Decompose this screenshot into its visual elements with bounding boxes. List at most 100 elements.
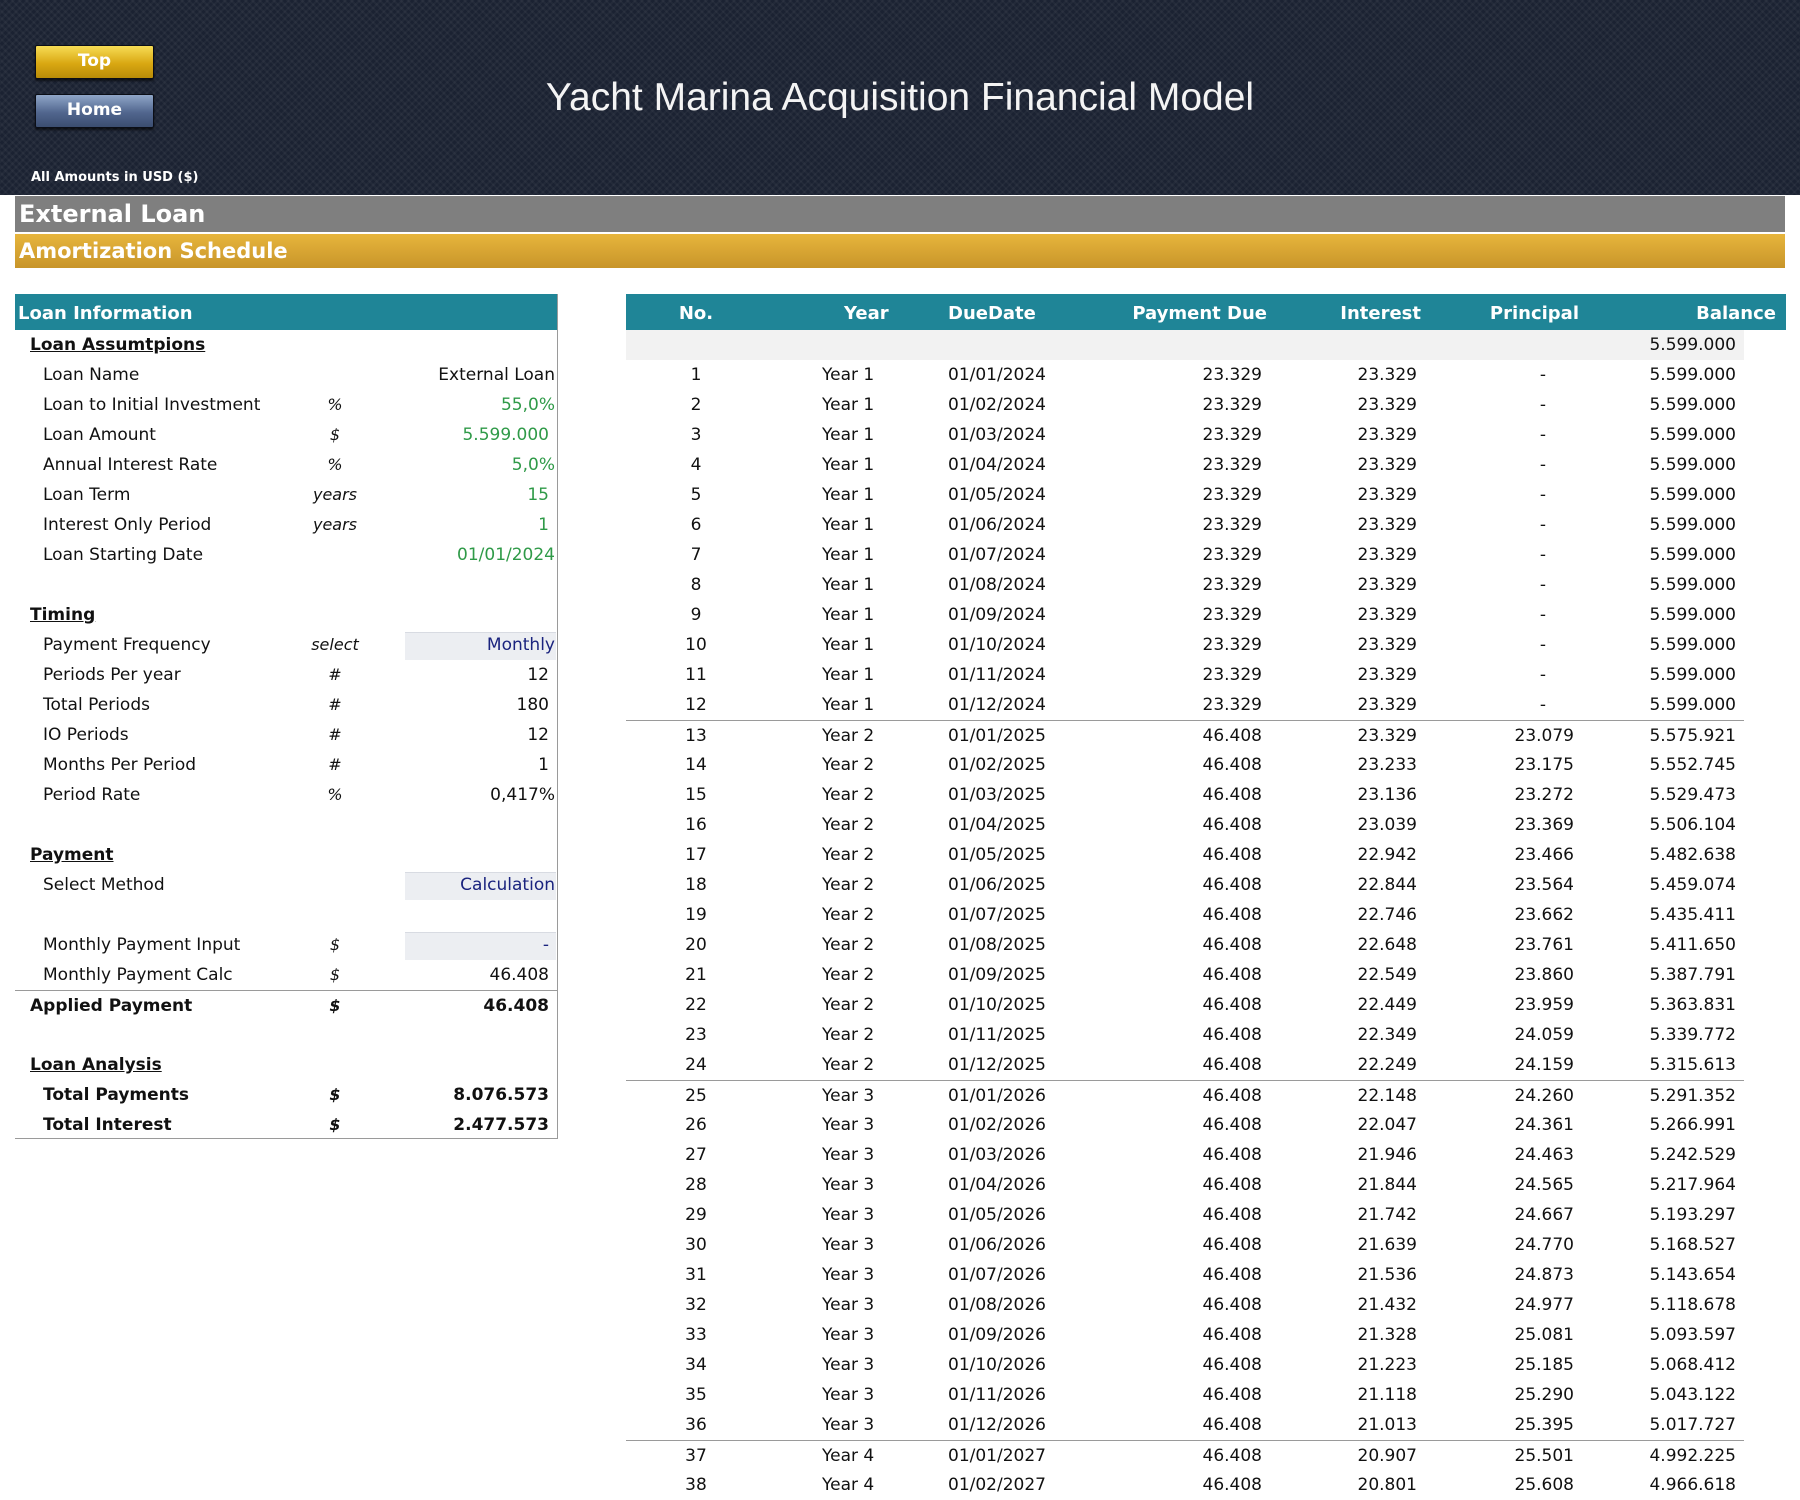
table-row: 38 Year 4 01/02/2027 46.408 20.801 25.608 4.96… [626,1470,1744,1500]
interest-rate-value[interactable]: 5,0% [511,455,555,475]
cell-payment-due: 46.408 [1202,755,1262,775]
cell-no: 13 [685,726,707,746]
cell-no: 33 [685,1325,707,1345]
cell-year: Year 3 [822,1355,875,1375]
cell-year: Year 1 [822,455,875,475]
cell-payment-due: 46.408 [1202,1055,1262,1075]
loan-name-value[interactable]: External Loan [438,365,555,385]
cell-year: Year 1 [822,395,875,415]
cell-payment-due: 46.408 [1202,1475,1262,1495]
cell-no: 31 [685,1265,707,1285]
cell-balance: 5.043.122 [1649,1385,1736,1405]
cell-payment-due: 46.408 [1202,995,1262,1015]
start-date-value[interactable]: 01/01/2024 [457,545,555,565]
cell-principal: - [1539,365,1546,385]
cell-interest: 22.249 [1357,1055,1417,1075]
cell-interest: 22.942 [1357,845,1417,865]
cell-year: Year 2 [822,965,875,985]
cell-year: Year 2 [822,726,875,746]
row-label: Loan Name [43,365,140,385]
cell-year: Year 2 [822,935,875,955]
cell-no: 26 [685,1115,707,1135]
payment-frequency-select-box[interactable] [405,632,556,660]
cell-due-date: 01/04/2025 [948,815,1046,835]
row-label: Periods Per year [43,665,181,685]
cell-principal: - [1539,515,1546,535]
cell-no: 16 [685,815,707,835]
loan-term-value[interactable]: 15 [527,485,549,505]
cell-no: 32 [685,1295,707,1315]
cell-year: Year 1 [822,545,875,565]
cell-interest: 23.329 [1357,665,1417,685]
monthly-payment-input-field[interactable]: - [542,935,549,955]
io-period-value[interactable]: 1 [538,515,549,535]
cell-no: 10 [685,635,707,655]
table-row: 21 Year 2 01/09/2025 46.408 22.549 23.860 5.38… [626,960,1744,990]
cell-payment-due: 23.329 [1202,455,1262,475]
cell-balance: 5.599.000 [1649,665,1736,685]
loan-information-panel: Loan Information Loan Assumtpions Loan N… [15,294,558,1139]
row-unit: % [327,395,343,414]
table-row: 13 Year 2 01/01/2025 46.408 23.329 23.079 5.57… [626,720,1744,750]
cell-balance: 5.143.654 [1649,1265,1736,1285]
cell-due-date: 01/03/2025 [948,785,1046,805]
cell-payment-due: 46.408 [1202,875,1262,895]
cell-payment-due: 46.408 [1202,1265,1262,1285]
cell-no: 12 [685,695,707,715]
table-row: 33 Year 3 01/09/2026 46.408 21.328 25.081 5.09… [626,1320,1744,1350]
table-row: 19 Year 2 01/07/2025 46.408 22.746 23.662 5.43… [626,900,1744,930]
home-button[interactable]: Home [35,94,154,128]
cell-no: 35 [685,1385,707,1405]
table-row: 17 Year 2 01/05/2025 46.408 22.942 23.466 5.48… [626,840,1744,870]
payment-frequency-select[interactable]: Monthly [486,635,555,655]
column-header-payment-due: Payment Due [1132,303,1267,324]
cell-principal: - [1539,635,1546,655]
select-method-select[interactable]: Calculation [460,875,555,895]
cell-interest: 23.233 [1357,755,1417,775]
cell-interest: 21.118 [1357,1385,1417,1405]
row-unit: % [327,455,343,474]
cell-balance: 5.017.727 [1649,1415,1736,1435]
cell-due-date: 01/02/2027 [948,1475,1046,1495]
months-per-period-value: 1 [538,755,549,775]
cell-principal: 24.873 [1514,1265,1574,1285]
cell-payment-due: 46.408 [1202,1175,1262,1195]
cell-no: 8 [690,575,702,595]
cell-interest: 21.013 [1357,1415,1417,1435]
cell-balance: 4.966.618 [1649,1475,1736,1495]
loan-amount-row: Loan Amount $ 5.599.000 [15,420,557,450]
cell-principal: 24.159 [1514,1055,1574,1075]
cell-year: Year 2 [822,1055,875,1075]
monthly-payment-calc-row: Monthly Payment Calc $ 46.408 [15,960,557,990]
cell-year: Year 3 [822,1205,875,1225]
cell-due-date: 01/12/2025 [948,1055,1046,1075]
cell-due-date: 01/05/2026 [948,1205,1046,1225]
cell-year: Year 3 [822,1415,875,1435]
cell-payment-due: 46.408 [1202,1415,1262,1435]
cell-payment-due: 46.408 [1202,905,1262,925]
cell-balance: 5.387.791 [1649,965,1736,985]
cell-balance: 5.529.473 [1649,785,1736,805]
section-label: Loan Analysis [30,1055,162,1075]
cell-payment-due: 23.329 [1202,605,1262,625]
select-method-box[interactable] [405,872,556,900]
cell-principal: - [1539,545,1546,565]
cell-no: 27 [685,1145,707,1165]
loan-amount-value[interactable]: 5.599.000 [462,425,549,445]
cell-payment-due: 23.329 [1202,425,1262,445]
cell-due-date: 01/08/2025 [948,935,1046,955]
cell-payment-due: 23.329 [1202,575,1262,595]
row-unit: $ [329,965,341,984]
cell-interest: 21.536 [1357,1265,1417,1285]
loan-to-investment-value[interactable]: 55,0% [500,395,555,415]
cell-principal: - [1539,605,1546,625]
cell-interest: 22.047 [1357,1115,1417,1135]
cell-interest: 23.329 [1357,425,1417,445]
monthly-payment-input-box[interactable] [405,932,556,960]
top-button[interactable]: Top [35,45,154,79]
cell-year: Year 3 [822,1115,875,1135]
cell-no: 9 [690,605,702,625]
cell-interest: 21.946 [1357,1145,1417,1165]
cell-principal: 23.564 [1514,875,1574,895]
total-interest-row: Total Interest $ 2.477.573 [15,1110,557,1140]
